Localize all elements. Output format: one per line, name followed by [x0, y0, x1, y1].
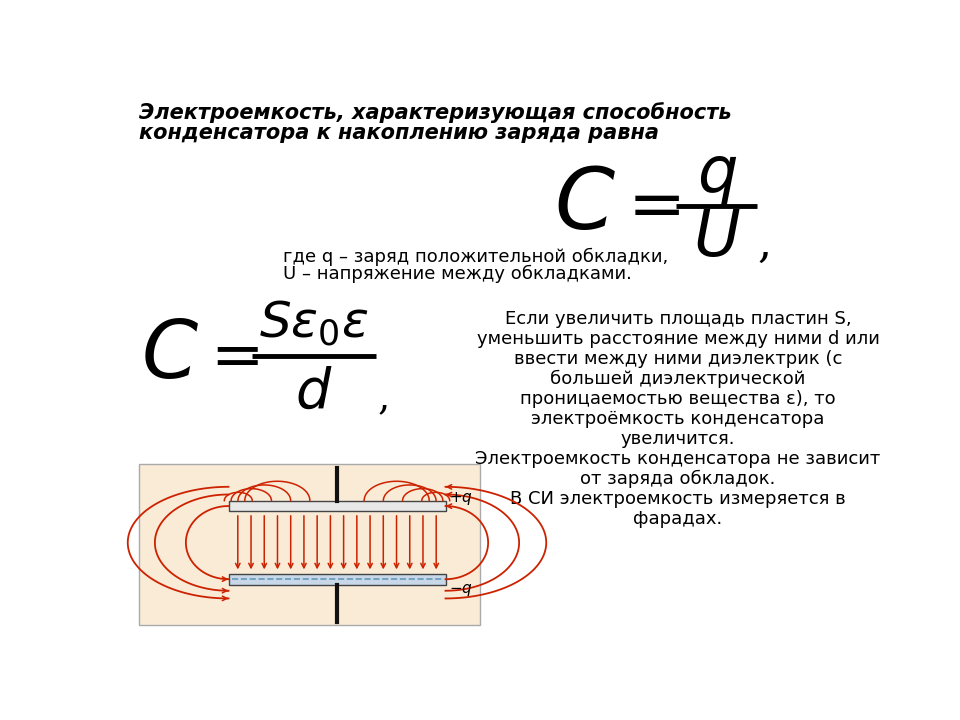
Text: $\mathit{U}$: $\mathit{U}$ [693, 207, 740, 269]
Text: $\mathit{d}$: $\mathit{d}$ [295, 366, 332, 420]
Text: $S\varepsilon_0\varepsilon$: $S\varepsilon_0\varepsilon$ [259, 299, 369, 348]
Text: ,: , [757, 222, 772, 266]
Text: большей диэлектрической: большей диэлектрической [550, 370, 805, 388]
Text: Электроемкость, характеризующая способность: Электроемкость, характеризующая способно… [139, 102, 732, 123]
Text: $=$: $=$ [198, 325, 259, 387]
Text: конденсатора к накоплению заряда равна: конденсатора к накоплению заряда равна [139, 123, 660, 143]
Text: увеличится.: увеличится. [621, 430, 735, 448]
Text: Электроемкость конденсатора не зависит: Электроемкость конденсатора не зависит [475, 450, 880, 468]
Text: В СИ электроемкость измеряется в: В СИ электроемкость измеряется в [510, 490, 846, 508]
Text: $\mathit{C}$: $\mathit{C}$ [554, 164, 616, 247]
Text: ,: , [377, 379, 390, 417]
Text: электроёмкость конденсатора: электроёмкость конденсатора [531, 410, 825, 428]
Text: ввести между ними диэлектрик (с: ввести между ними диэлектрик (с [514, 350, 842, 368]
Text: $=$: $=$ [613, 172, 681, 239]
Text: $\mathit{C}$: $\mathit{C}$ [141, 317, 200, 395]
Text: проницаемостью вещества ε), то: проницаемостью вещества ε), то [520, 390, 836, 408]
Text: U – напряжение между обкладками.: U – напряжение между обкладками. [283, 265, 632, 283]
Text: от заряда обкладок.: от заряда обкладок. [580, 470, 776, 488]
Text: уменьшить расстояние между ними d или: уменьшить расстояние между ними d или [476, 330, 879, 348]
Text: $+q$: $+q$ [448, 490, 472, 507]
Text: $-q$: $-q$ [448, 582, 472, 598]
Text: $\mathit{q}$: $\mathit{q}$ [697, 145, 737, 207]
Bar [228, 500, 445, 511]
Text: фарадах.: фарадах. [634, 510, 723, 528]
Text: где q – заряд положительной обкладки,: где q – заряд положительной обкладки, [283, 248, 668, 266]
Text: Если увеличить площадь пластин S,: Если увеличить площадь пластин S, [505, 310, 852, 328]
Bar [228, 574, 445, 585]
FancyBboxPatch shape [139, 464, 480, 626]
